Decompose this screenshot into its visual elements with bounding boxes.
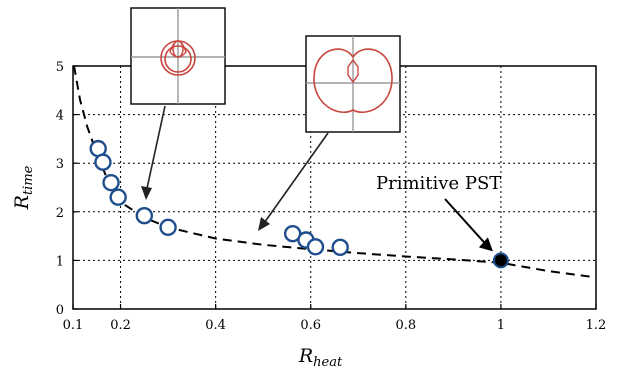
inset-left-pointer — [145, 105, 166, 194]
x-tick-label: 0.4 — [205, 318, 226, 333]
y-tick-label: 3 — [56, 157, 64, 172]
inset-right-panel — [305, 35, 401, 133]
x-axis-label: Rheat — [298, 345, 343, 370]
insets — [130, 7, 401, 231]
y-tick-label: 0 — [56, 303, 64, 318]
x-tick-label: 0.2 — [110, 318, 131, 333]
x-tick-label: 0.1 — [63, 318, 84, 333]
annotation-arrowhead — [478, 237, 493, 252]
annotation-label: Primitive PST — [376, 173, 501, 194]
data-point — [109, 188, 127, 206]
y-tick-label: 2 — [56, 206, 64, 221]
y-tick-label: 4 — [56, 109, 64, 124]
inset-left-panel — [130, 7, 226, 105]
x-tick-label: 1.2 — [586, 318, 607, 333]
x-tick-label: 0.8 — [395, 318, 416, 333]
y-axis-label: Rtime — [11, 165, 36, 210]
inset-left-arrowhead — [141, 186, 152, 200]
inset-right-arrowhead — [258, 217, 270, 231]
data-point — [135, 206, 154, 225]
primitive-point — [492, 252, 509, 269]
x-tick-label: 0.6 — [300, 318, 321, 333]
data-point — [331, 238, 349, 256]
x-tick-label: 1 — [497, 318, 505, 333]
data-point — [94, 153, 112, 171]
annotations: Primitive PST — [376, 173, 501, 252]
annotation-arrow — [444, 198, 488, 247]
y-tick-label: 5 — [56, 60, 64, 75]
data-points — [89, 139, 509, 269]
data-point — [159, 218, 177, 237]
data-point — [306, 238, 325, 256]
inset-right-pointer — [261, 132, 329, 227]
data-point — [102, 173, 120, 192]
y-tick-label: 1 — [56, 254, 64, 269]
